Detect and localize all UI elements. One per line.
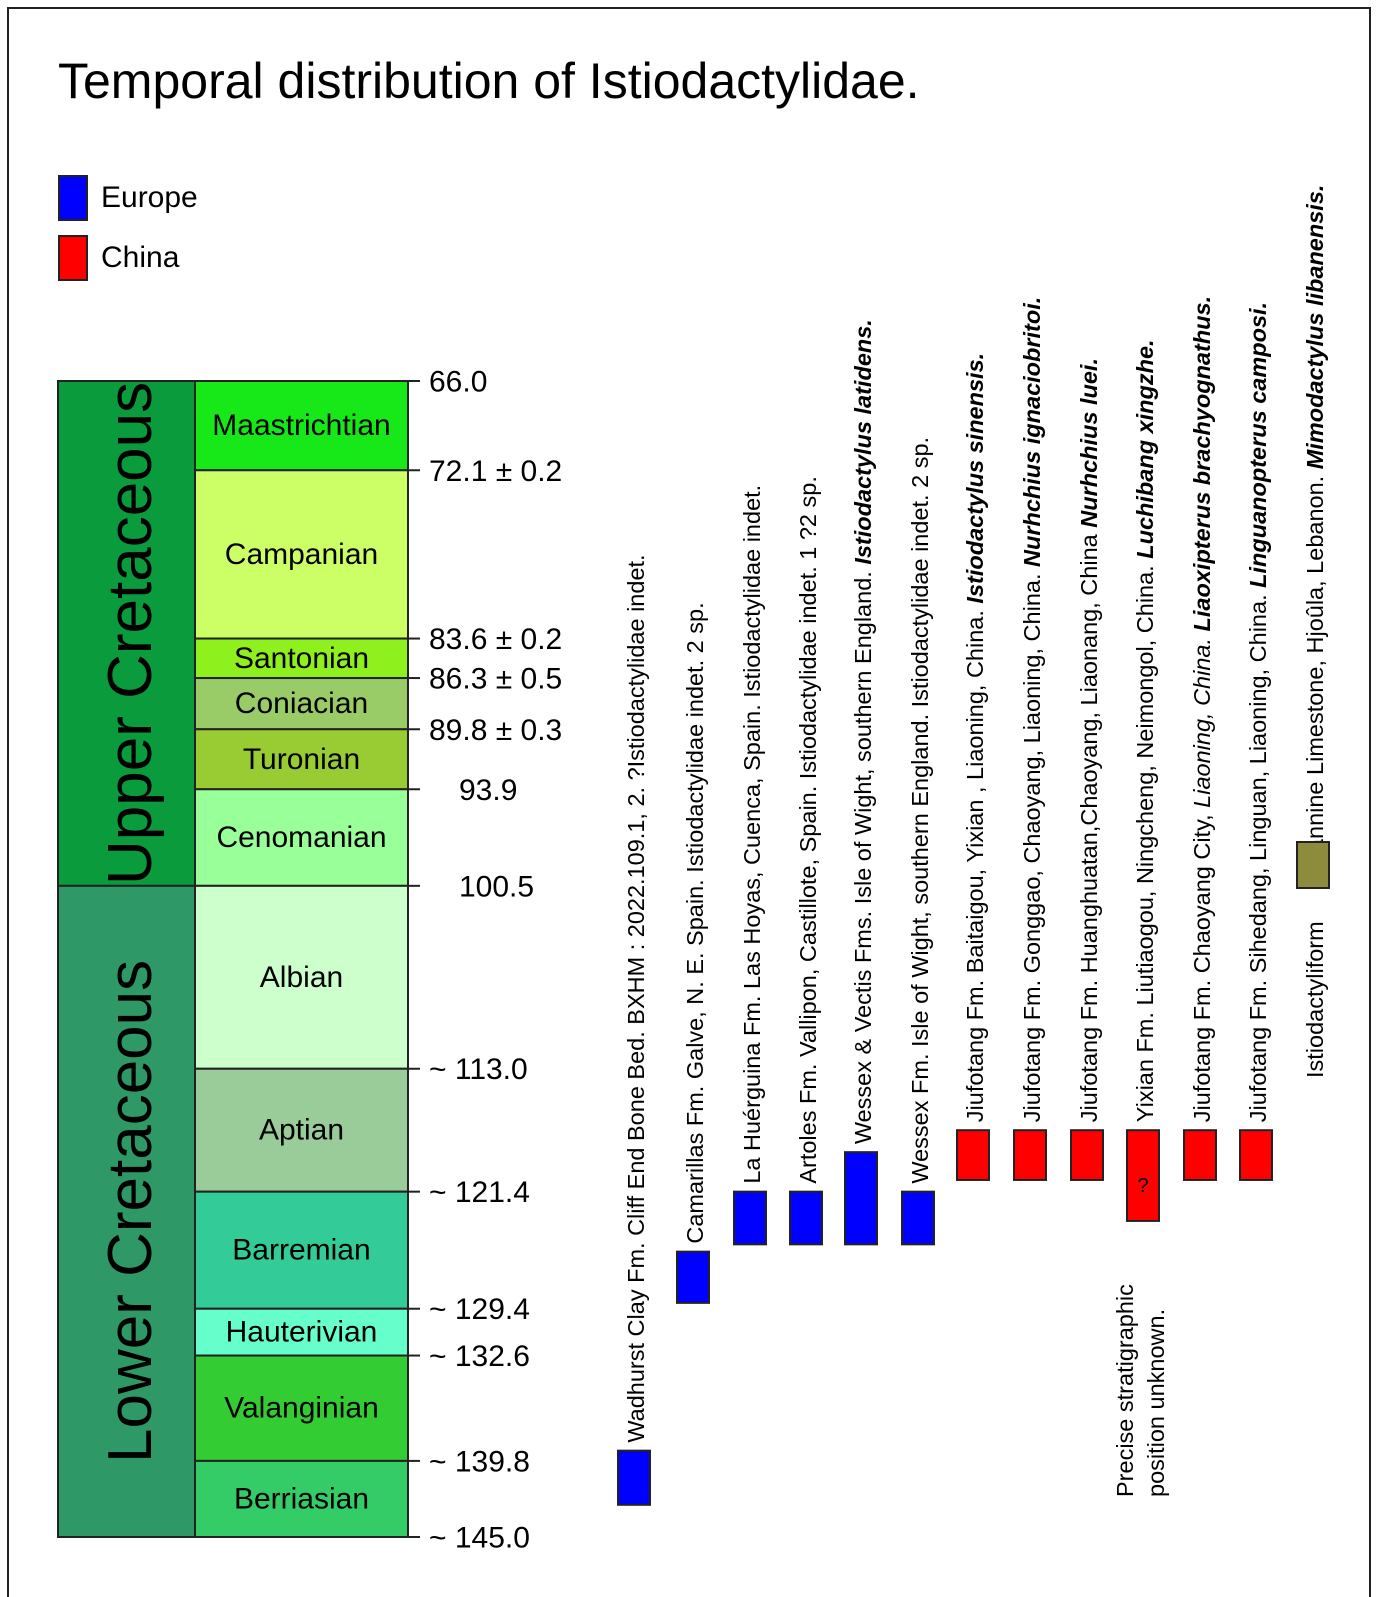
svg-text:Jiufotang Fm. Huanghuatan,Chao: Jiufotang Fm. Huanghuatan,Chaoyang, Liao… bbox=[1076, 358, 1102, 1122]
boundary-label: 89.8 ± 0.3 bbox=[429, 714, 562, 747]
stage-label: Turonian bbox=[243, 743, 360, 776]
svg-text:Istiodactyliform Sannine Lim: Istiodactyliform Sannine Limestone, Hjoû… bbox=[1302, 185, 1328, 1078]
occurrence-bar bbox=[1126, 1129, 1160, 1222]
occurrence-label: Jiufotang Fm. Chaoyang City, Liaoning, C… bbox=[1189, 296, 1215, 1122]
occurrence-bar bbox=[733, 1190, 767, 1246]
svg-text:Wessex Fm. Isle of Wight, sout: Wessex Fm. Isle of Wight, southern Engla… bbox=[907, 437, 933, 1184]
occurrence-bar bbox=[1239, 1129, 1273, 1181]
epoch-label: Upper Cretaceous bbox=[96, 382, 165, 885]
boundary-label: 100.5 bbox=[459, 870, 534, 903]
occurrence-label: Jiufotang Fm. Huanghuatan,Chaoyang, Liao… bbox=[1076, 358, 1102, 1122]
stage-block bbox=[194, 1459, 409, 1538]
boundary-label: 66.0 bbox=[429, 366, 487, 399]
legend-swatch-china bbox=[58, 235, 88, 281]
svg-text:Wessex & Vectis Fms. Isle of W: Wessex & Vectis Fms. Isle of Wight, sout… bbox=[850, 319, 876, 1144]
stage-label: Albian bbox=[260, 961, 343, 994]
boundary-label: ~ 132.6 bbox=[429, 1340, 530, 1373]
stage-block bbox=[194, 788, 409, 887]
svg-text:Jiufotang Fm. Gonggao, Chaoyan: Jiufotang Fm. Gonggao, Chaoyang, Liaonin… bbox=[1019, 297, 1045, 1123]
boundary-label: 83.6 ± 0.2 bbox=[429, 623, 562, 656]
boundary-label: 72.1 ± 0.2 bbox=[429, 455, 562, 488]
svg-text:Jiufotang Fm. Baitaigou, Yixia: Jiufotang Fm. Baitaigou, Yixian , Liaoni… bbox=[962, 353, 988, 1122]
occurrence-bar bbox=[789, 1190, 823, 1246]
stage-label: Cenomanian bbox=[216, 821, 386, 854]
legend-label-china: China bbox=[101, 241, 180, 274]
boundary-label: ~ 129.4 bbox=[429, 1293, 530, 1326]
stage-label: Coniacian bbox=[235, 687, 368, 720]
stage-block bbox=[194, 1354, 409, 1462]
occurrence-bar bbox=[676, 1250, 710, 1304]
stage-label: Berriasian bbox=[234, 1482, 369, 1515]
stage-block bbox=[194, 1190, 409, 1310]
stage-block bbox=[194, 884, 409, 1070]
occurrence-label: Wessex & Vectis Fms. Isle of Wight, sout… bbox=[850, 319, 876, 1144]
occurrence-label: Jiufotang Fm. Gonggao, Chaoyang, Liaonin… bbox=[1019, 297, 1045, 1123]
figure-title: Temporal distribution of Istiodactylidae… bbox=[58, 53, 920, 109]
stage-block bbox=[194, 1307, 409, 1357]
stage-block bbox=[194, 728, 409, 791]
stage-label: Santonian bbox=[234, 642, 369, 675]
stage-block bbox=[194, 1067, 409, 1193]
stage-label: Barremian bbox=[232, 1234, 370, 1267]
boundary-label: 86.3 ± 0.5 bbox=[429, 663, 562, 696]
note-line: position unknown. bbox=[1143, 1309, 1169, 1497]
stage-label: Hauterivian bbox=[226, 1316, 378, 1349]
occurrence-bar bbox=[1183, 1129, 1217, 1181]
svg-text:Camarillas Fm. Galve, N. E. Sp: Camarillas Fm. Galve, N. E. Spain. Istio… bbox=[682, 602, 708, 1243]
occurrence-label: Artoles Fm. Vallipon, Castillote, Spain.… bbox=[795, 476, 821, 1184]
stage-block bbox=[194, 637, 409, 680]
figure-frame bbox=[7, 7, 1371, 1597]
svg-text:Wadhurst Clay Fm. Cliff End Bo: Wadhurst Clay Fm. Cliff End Bone Bed. BX… bbox=[623, 554, 649, 1442]
stage-label: Aptian bbox=[259, 1114, 344, 1147]
occurrence-bar bbox=[617, 1449, 651, 1506]
occurrence-label: La Huérguina Fm. Las Hoyas, Cuenca, Spai… bbox=[739, 485, 765, 1184]
uncertainty-mark: ? bbox=[1137, 1175, 1148, 1197]
epoch-block bbox=[57, 884, 196, 1538]
svg-text:Jiufotang Fm. Chaoyang City, L: Jiufotang Fm. Chaoyang City, Liaoning, C… bbox=[1189, 296, 1215, 1122]
stage-label: Campanian bbox=[225, 538, 378, 571]
boundary-label: 93.9 bbox=[459, 774, 517, 807]
occurrence-label: Istiodactyliform Sannine Limestone, Hjoû… bbox=[1302, 185, 1328, 1078]
svg-text:La Huérguina Fm. Las Hoyas, Cu: La Huérguina Fm. Las Hoyas, Cuenca, Spai… bbox=[739, 485, 765, 1184]
stage-label: Maastrichtian bbox=[212, 409, 390, 442]
occurrence-label: Wessex Fm. Isle of Wight, southern Engla… bbox=[907, 437, 933, 1184]
svg-text:Jiufotang Fm. Sihedang, Lingua: Jiufotang Fm. Sihedang, Linguan, Liaonin… bbox=[1245, 302, 1271, 1122]
occurrence-label: Camarillas Fm. Galve, N. E. Spain. Istio… bbox=[682, 602, 708, 1243]
occurrence-bar bbox=[844, 1151, 878, 1246]
occurrence-label: Yixian Fm. Liutiaogou, Ningcheng, Neimon… bbox=[1132, 339, 1158, 1122]
stage-label: Valanginian bbox=[224, 1392, 379, 1425]
legend-swatch-europe bbox=[58, 175, 88, 221]
occurrence-bar bbox=[1070, 1129, 1104, 1181]
legend-label-europe: Europe bbox=[101, 181, 198, 214]
boundary-label: ~ 113.0 bbox=[429, 1053, 528, 1086]
stage-block bbox=[194, 469, 409, 640]
occurrence-label: Jiufotang Fm. Sihedang, Linguan, Liaonin… bbox=[1245, 302, 1271, 1122]
stage-block bbox=[194, 380, 409, 472]
epoch-label: Lower Cretaceous bbox=[96, 960, 165, 1463]
occurrence-bar bbox=[1296, 841, 1330, 889]
occurrence-label: Wadhurst Clay Fm. Cliff End Bone Bed. BX… bbox=[623, 554, 649, 1442]
occurrence-bar bbox=[1013, 1129, 1047, 1181]
note-line: Precise stratigraphic bbox=[1112, 1284, 1138, 1497]
occurrence-label: Jiufotang Fm. Baitaigou, Yixian , Liaoni… bbox=[962, 353, 988, 1122]
boundary-label: ~ 139.8 bbox=[429, 1445, 530, 1478]
boundary-label: ~ 121.4 bbox=[429, 1176, 530, 1209]
boundary-label: ~ 145.0 bbox=[429, 1522, 530, 1555]
svg-text:Yixian Fm. Liutiaogou, Ningche: Yixian Fm. Liutiaogou, Ningcheng, Neimon… bbox=[1132, 339, 1158, 1122]
occurrence-bar bbox=[956, 1129, 990, 1181]
svg-text:Artoles Fm. Vallipon, Castillo: Artoles Fm. Vallipon, Castillote, Spain.… bbox=[795, 476, 821, 1184]
occurrence-bar bbox=[901, 1190, 935, 1246]
